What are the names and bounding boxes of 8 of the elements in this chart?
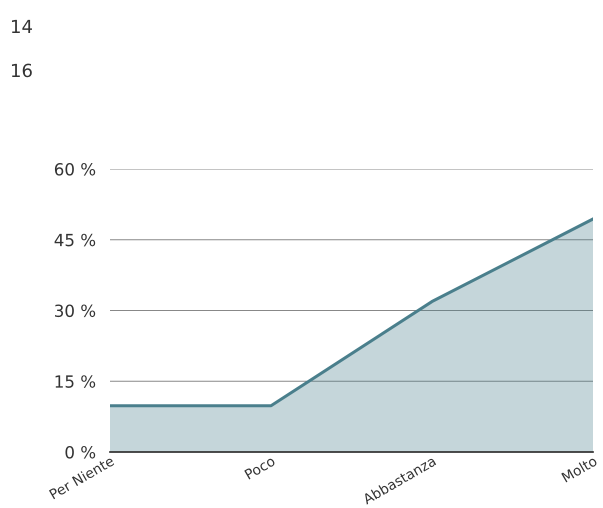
y-tick-label: 45 %: [54, 234, 96, 246]
y-tick-label: 0 %: [65, 446, 96, 459]
text: 14: [12, 20, 32, 33]
y-tick-label: 15 %: [56, 375, 96, 388]
text: 16: [12, 64, 32, 78]
x-tick-label: Poco: [244, 456, 276, 480]
y-tick-label: 60 %: [54, 162, 96, 176]
y-tick-label: 30 %: [55, 304, 96, 318]
